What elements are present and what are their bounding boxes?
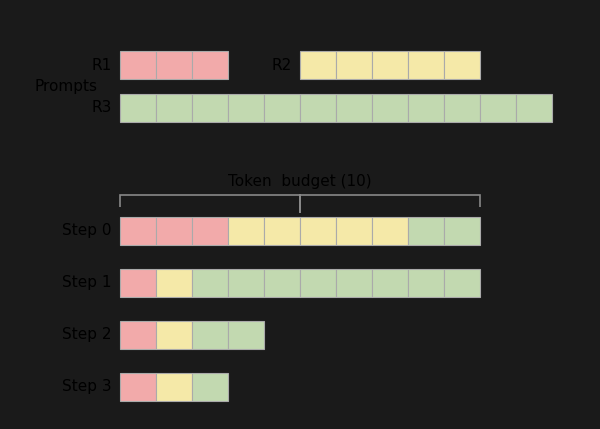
Bar [120,321,156,349]
Bar [408,217,444,245]
Bar [300,94,336,122]
Text: R3: R3 [92,100,112,115]
Bar [264,217,300,245]
Bar [120,269,156,297]
Bar [444,269,480,297]
Bar [336,269,372,297]
Bar [192,269,228,297]
Bar [408,94,444,122]
Bar [408,51,444,79]
Bar [372,269,408,297]
Bar [264,94,300,122]
Bar [156,373,192,401]
Bar [372,217,408,245]
Bar [156,51,192,79]
Bar [444,51,480,79]
Bar [156,94,192,122]
Bar [300,269,336,297]
Bar [156,321,192,349]
Text: R2: R2 [272,57,292,73]
Text: Step 1: Step 1 [62,275,112,290]
Bar [228,217,264,245]
Bar [516,94,552,122]
Bar [372,51,408,79]
Bar [120,94,156,122]
Bar [228,321,264,349]
Bar [192,51,228,79]
Text: Token  budget (10): Token budget (10) [228,174,372,189]
Text: R1: R1 [92,57,112,73]
Bar [408,269,444,297]
Bar [264,269,300,297]
Bar [444,217,480,245]
Bar [120,51,156,79]
Bar [444,94,480,122]
Text: Step 3: Step 3 [62,380,112,395]
Bar [336,217,372,245]
Bar [192,373,228,401]
Text: Step 0: Step 0 [62,224,112,239]
Bar [372,94,408,122]
Text: Prompts: Prompts [35,79,98,94]
Bar [480,94,516,122]
Bar [156,217,192,245]
Bar [336,94,372,122]
Bar [120,217,156,245]
Bar [192,321,228,349]
Bar [156,269,192,297]
Bar [300,51,336,79]
Bar [228,269,264,297]
Bar [120,373,156,401]
Bar [300,217,336,245]
Bar [228,94,264,122]
Bar [336,51,372,79]
Bar [192,94,228,122]
Text: Step 2: Step 2 [62,327,112,342]
Bar [192,217,228,245]
